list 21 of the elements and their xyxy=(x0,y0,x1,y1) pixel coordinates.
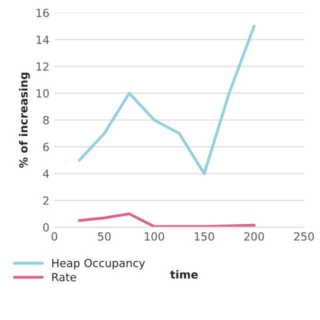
legend-label: Rate xyxy=(52,273,76,282)
x-tick-label: 200 xyxy=(244,232,264,241)
y-axis-title: % of increasing xyxy=(19,72,30,168)
y-tick-label: 10 xyxy=(36,89,49,98)
x-tick-label: 250 xyxy=(294,232,314,241)
x-tick-label: 50 xyxy=(98,232,111,241)
x-axis-title: time xyxy=(170,270,198,279)
y-tick-label: 4 xyxy=(43,170,49,178)
x-tick-label: 150 xyxy=(194,232,214,241)
x-tick-label: 0 xyxy=(52,232,58,241)
y-tick-label: 8 xyxy=(43,116,49,124)
y-tick-label: 0 xyxy=(43,223,49,232)
y-tick-label: 16 xyxy=(36,8,49,18)
x-tick-label: 100 xyxy=(144,232,164,241)
y-tick-label: 14 xyxy=(36,36,49,44)
legend-label: Heap Occupancy xyxy=(52,258,145,270)
line-series xyxy=(78,24,256,175)
line-series xyxy=(78,212,256,228)
y-tick-label: 12 xyxy=(36,62,48,71)
y-tick-label: 2 xyxy=(43,196,48,205)
y-tick-label: 6 xyxy=(43,142,49,152)
